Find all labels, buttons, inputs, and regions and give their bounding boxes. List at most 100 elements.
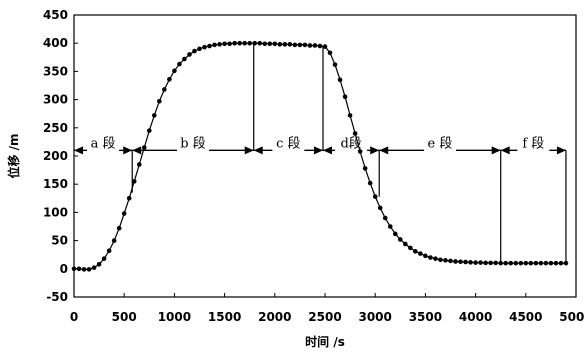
x-tick-label: 5000: [559, 310, 585, 324]
data-point: [287, 42, 293, 47]
data-point: [538, 260, 544, 266]
segment-arrowhead-right: [244, 146, 254, 155]
data-point: [86, 267, 92, 272]
data-point: [187, 52, 192, 57]
data-point: [548, 260, 554, 266]
data-point: [367, 180, 373, 186]
y-tick-label: 0: [60, 262, 68, 276]
segment-arrowhead-right: [313, 146, 323, 155]
data-point: [302, 42, 308, 48]
segment-arrowhead-left: [74, 146, 83, 155]
segment-arrowhead-right: [123, 146, 133, 155]
data-point: [91, 265, 97, 270]
x-tick-label: 2500: [308, 310, 341, 324]
data-point: [312, 43, 318, 48]
data-point: [478, 260, 483, 265]
data-point: [167, 76, 172, 82]
data-point: [483, 260, 488, 266]
data-point: [262, 41, 268, 47]
data-point: [398, 237, 403, 242]
data-point: [252, 40, 258, 46]
x-axis-ticks: 0 500 1000 1500 2000 2500 3000 3500 4000 4500 5000: [70, 293, 585, 324]
data-point: [141, 145, 147, 150]
data-point: [357, 149, 363, 154]
data-point: [533, 260, 539, 266]
x-tick-label: 1000: [158, 310, 191, 324]
data-point: [277, 42, 283, 47]
data-point: [157, 98, 162, 104]
x-tick-label: 4500: [509, 310, 542, 324]
data-point: [192, 48, 197, 54]
data-point: [101, 256, 107, 261]
data-point: [147, 128, 152, 133]
data-point: [232, 40, 237, 46]
data-point: [443, 258, 448, 263]
segment-arrowhead-left: [379, 146, 389, 155]
data-point: [423, 253, 428, 259]
segment-arrowhead-right: [370, 146, 380, 155]
data-point: [257, 40, 263, 46]
data-point: [242, 40, 247, 46]
data-point: [488, 260, 493, 266]
segment-arrowhead-right: [491, 146, 501, 155]
y-tick-label: 400: [43, 36, 68, 50]
data-point: [473, 260, 478, 265]
data-point: [131, 179, 137, 184]
data-point: [111, 238, 117, 243]
data-point: [382, 215, 388, 221]
data-point: [136, 162, 142, 167]
data-point: [453, 259, 458, 264]
y-tick-label: 450: [43, 8, 68, 22]
data-point: [493, 260, 498, 266]
data-point: [337, 77, 343, 83]
data-point: [197, 46, 202, 52]
data-point: [458, 259, 463, 265]
x-tick-label: 2000: [258, 310, 291, 324]
data-point: [182, 56, 187, 62]
data-point: [513, 260, 519, 266]
data-point: [387, 224, 393, 229]
data-point: [81, 267, 87, 272]
data-point: [523, 260, 529, 266]
data-point: [332, 62, 338, 67]
data-point: [553, 260, 559, 266]
data-point: [212, 42, 217, 48]
data-point: [342, 94, 348, 100]
data-point: [207, 43, 212, 49]
data-point: [543, 260, 549, 266]
x-tick-label: 3000: [358, 310, 391, 324]
data-point: [322, 44, 328, 49]
data-point: [121, 211, 127, 216]
data-series: [71, 40, 569, 272]
segment-arrowhead-left: [253, 146, 263, 155]
data-point: [282, 42, 288, 47]
data-point: [463, 259, 468, 265]
data-point: [448, 258, 453, 264]
segment-label: e 段: [428, 136, 453, 151]
segment-label: f 段: [522, 136, 544, 151]
data-point: [347, 113, 353, 118]
data-point: [563, 260, 569, 266]
data-point: [172, 68, 177, 74]
segment-label: b 段: [180, 136, 205, 151]
data-point: [413, 249, 418, 254]
data-point: [292, 42, 298, 48]
data-point: [267, 41, 273, 47]
x-tick-label: 0: [70, 310, 78, 324]
series-line: [74, 42, 566, 270]
y-axis-title: 位移 /m: [6, 133, 21, 178]
plot-frame: [73, 14, 577, 298]
y-tick-label: 300: [43, 93, 68, 107]
y-tick-label: 250: [43, 121, 68, 135]
data-point: [247, 40, 252, 46]
y-tick-label: 200: [43, 149, 68, 163]
x-tick-label: 4000: [459, 310, 492, 324]
data-point: [392, 231, 398, 237]
data-point: [418, 251, 423, 256]
x-tick-label: 3500: [409, 310, 442, 324]
data-point: [96, 261, 102, 267]
y-tick-label: 50: [51, 234, 68, 248]
data-point: [362, 166, 368, 171]
data-point: [433, 256, 438, 261]
